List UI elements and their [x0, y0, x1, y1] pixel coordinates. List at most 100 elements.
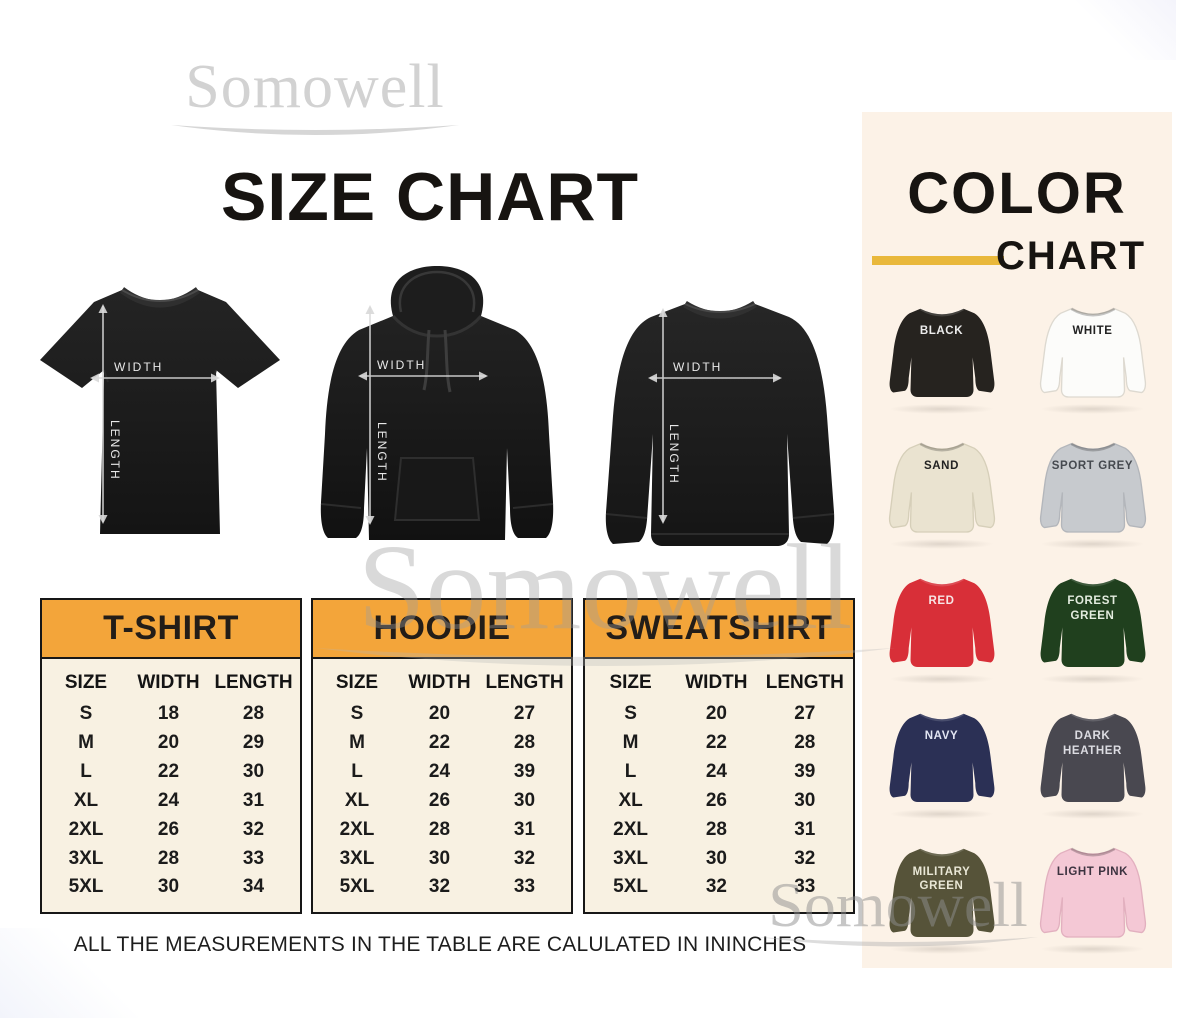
column-header: LENGTH — [765, 672, 844, 693]
table-row: S 20 27 — [317, 703, 567, 725]
table-cell: 24 — [428, 761, 451, 783]
sweatshirt-icon — [889, 577, 994, 667]
table-cell: 30 — [157, 876, 180, 898]
table-cell: 5XL — [339, 876, 375, 898]
column-header: WIDTH — [137, 672, 200, 693]
color-swatch: BLACK — [866, 284, 1017, 419]
sweatshirt-icon — [889, 307, 994, 397]
brand-logo-text: Somowell — [185, 53, 445, 121]
table-row: 5XL 32 33 — [589, 876, 849, 898]
table-cell: S — [624, 703, 637, 725]
table-cell: 3XL — [339, 847, 375, 869]
column-header: SIZE — [609, 672, 652, 693]
size-table-tshirt: T-SHIRT SIZE WIDTH LENGTH S 18 28 M 20 29 L 22 30 X… — [40, 598, 302, 914]
table-row: 3XL 30 32 — [317, 848, 567, 870]
table-cell: 27 — [794, 703, 816, 725]
brand-logo: Somowell — [150, 52, 480, 143]
table-head: SIZE WIDTH LENGTH — [313, 659, 571, 698]
sweatshirt-icon — [1039, 848, 1146, 939]
table-row: S 18 28 — [46, 703, 296, 725]
color-label: NAVY — [924, 730, 959, 743]
color-label: WHITE — [1072, 324, 1113, 337]
column-header: LENGTH — [214, 672, 293, 693]
hoodie-figure: WIDTH LENGTH — [303, 260, 571, 562]
logo-swoosh — [171, 125, 459, 135]
tshirt-illustration — [40, 287, 280, 534]
sweatshirt-icon — [1039, 442, 1146, 533]
table-body: S 20 27 M 22 28 L 24 39 XL 26 30 2XL 28 31 3XL 30 32 5XL 32… — [585, 698, 853, 912]
sweatshirt-icon — [1040, 712, 1145, 803]
hoodie-length-label: LENGTH — [375, 422, 389, 483]
swatch-shadow — [888, 673, 995, 684]
table-head: SIZE WIDTH LENGTH — [585, 659, 853, 698]
table-cell: 22 — [705, 732, 727, 754]
table-cell: 22 — [428, 732, 451, 754]
sweatshirt-illustration — [605, 300, 835, 546]
color-swatch: WHITE — [1017, 284, 1168, 419]
color-label: RED — [928, 595, 955, 608]
table-cell: 33 — [794, 876, 816, 898]
sweatshirt-figure: WIDTH LENGTH — [585, 286, 855, 566]
size-table-hoodie: HOODIE SIZE WIDTH LENGTH S 20 27 M 22 28 L 24 39 XL… — [311, 598, 573, 914]
accent-underline — [872, 256, 1004, 265]
swatch-shadow — [888, 809, 995, 820]
color-swatch: LIGHT PINK — [1017, 825, 1168, 960]
column-header: WIDTH — [408, 672, 471, 693]
table-cell: 33 — [513, 876, 536, 898]
measurements-footnote: ALL THE MEASUREMENTS IN THE TABLE ARE CA… — [73, 933, 807, 956]
table-cell: 39 — [513, 761, 536, 783]
table-cell: 30 — [794, 789, 816, 811]
table-cell: 24 — [157, 789, 180, 811]
table-header-band: HOODIE — [313, 600, 571, 659]
table-cell: 3XL — [613, 847, 649, 869]
table-cell: M — [78, 732, 94, 754]
table-header-band: T-SHIRT — [42, 600, 300, 659]
table-cell: S — [350, 703, 364, 725]
swatch-shadow — [1039, 538, 1146, 549]
table-cell: 27 — [513, 703, 536, 725]
hoodie-illustration — [320, 266, 554, 540]
swatch-shadow — [1039, 809, 1146, 820]
table-cell: 28 — [428, 818, 451, 840]
table-cell: 30 — [242, 761, 265, 783]
table-row: M 22 28 — [589, 732, 849, 754]
table-row: 5XL 32 33 — [317, 876, 567, 898]
table-cell: 24 — [705, 761, 727, 783]
color-label: DARK HEATHER — [1063, 730, 1122, 757]
swatch-shadow — [888, 538, 995, 549]
table-cell: 30 — [428, 847, 451, 869]
table-cell: L — [351, 761, 363, 783]
table-cell: 20 — [157, 732, 180, 754]
table-cell: 32 — [428, 876, 451, 898]
sweatshirt-width-label: WIDTH — [673, 360, 723, 374]
column-header: WIDTH — [685, 672, 748, 693]
table-row: 2XL 28 31 — [589, 819, 849, 841]
color-label: FOREST GREEN — [1067, 595, 1118, 622]
table-cell: 29 — [242, 732, 265, 754]
table-cell: 2XL — [339, 818, 375, 840]
table-cell: 28 — [705, 818, 727, 840]
sweatshirt-icon — [1040, 577, 1145, 667]
table-cell: 28 — [794, 732, 816, 754]
swatch-shadow — [1039, 944, 1146, 955]
color-swatch: MILITARY GREEN — [866, 825, 1017, 960]
color-label: BLACK — [919, 324, 964, 337]
table-cell: 2XL — [68, 818, 104, 840]
table-cell: 26 — [157, 818, 180, 840]
table-cell: L — [624, 761, 637, 783]
table-cell: 5XL — [613, 876, 649, 898]
column-header: LENGTH — [485, 672, 564, 693]
table-cell: 3XL — [68, 847, 104, 869]
table-cell: 30 — [513, 789, 536, 811]
table-header-band: SWEATSHIRT — [585, 600, 853, 659]
color-swatch: NAVY — [866, 690, 1017, 825]
tshirt-width-label: WIDTH — [114, 360, 164, 374]
table-cell: M — [349, 732, 365, 754]
table-row: 3XL 30 32 — [589, 848, 849, 870]
color-swatch: RED — [866, 554, 1017, 689]
color-swatch: DARK HEATHER — [1017, 690, 1168, 825]
table-cell: XL — [73, 789, 99, 811]
table-title: HOODIE — [373, 609, 511, 647]
color-label: SPORT GREY — [1051, 459, 1134, 472]
color-swatch: SPORT GREY — [1017, 419, 1168, 554]
